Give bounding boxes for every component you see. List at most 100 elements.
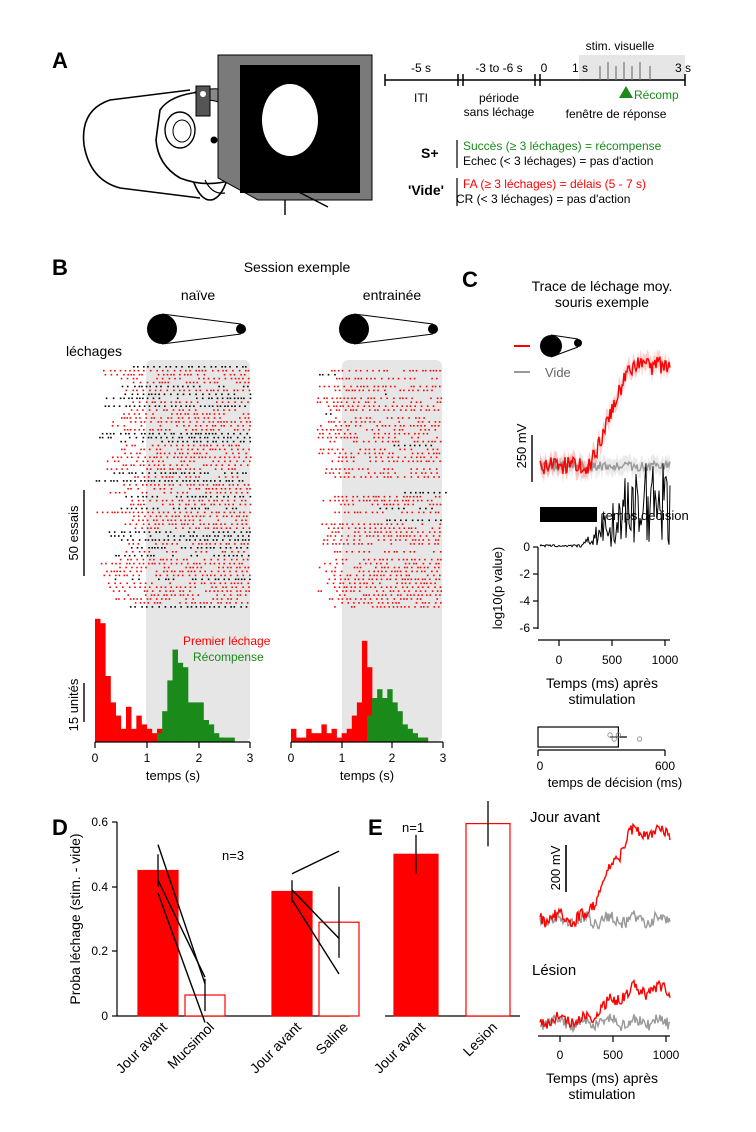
- lick-dot: [174, 606, 176, 608]
- lick-dot: [414, 578, 417, 581]
- lick-dot: [325, 570, 327, 573]
- lick-dot: [402, 586, 404, 588]
- lick-dot: [193, 405, 195, 407]
- lick-dot: [160, 468, 162, 470]
- lick-dot: [171, 543, 173, 545]
- lick-dot: [223, 578, 226, 581]
- lick-dot: [188, 436, 190, 439]
- lick-dot: [133, 405, 136, 407]
- lick-dot: [178, 515, 180, 518]
- lick-dot: [196, 440, 198, 443]
- lick-dot: [171, 476, 174, 478]
- lick-dot: [353, 566, 356, 569]
- first-lick-bar-3: [306, 728, 312, 742]
- lick-dot: [207, 472, 209, 474]
- lick-dot: [422, 539, 424, 541]
- lick-dot: [168, 377, 171, 380]
- lick-dot: [201, 578, 203, 581]
- lick-dot: [421, 452, 424, 455]
- lick-dot: [412, 389, 414, 392]
- lick-dot: [166, 369, 169, 372]
- lick-dot: [227, 393, 230, 396]
- lick-dot: [402, 535, 405, 537]
- lick-dot: [414, 539, 417, 541]
- lick-dot: [368, 535, 371, 537]
- lick-dot: [427, 566, 429, 569]
- lick-dot: [421, 594, 423, 596]
- lick-dot: [204, 570, 206, 573]
- lick-dot: [160, 472, 163, 474]
- lick-dot: [373, 432, 376, 435]
- lick-dot: [158, 397, 161, 400]
- lick-dot: [185, 456, 187, 459]
- lick-dot: [430, 582, 432, 585]
- lick-dot: [344, 511, 346, 514]
- lick-dot: [179, 602, 181, 604]
- lick-dot: [205, 543, 208, 545]
- lick-dot: [437, 425, 440, 427]
- lick-dot: [409, 594, 412, 596]
- lick-dot: [150, 484, 152, 486]
- lick-dot: [236, 566, 238, 569]
- lick-dot: [397, 503, 399, 506]
- lick-dot: [172, 507, 175, 510]
- lick-dot: [366, 499, 368, 502]
- lick-dot: [134, 606, 136, 608]
- lick-dot: [338, 432, 340, 435]
- reward-bar-24: [219, 737, 225, 742]
- lick-dot: [381, 594, 384, 596]
- lick-dot: [407, 503, 409, 506]
- lick-dot: [230, 606, 232, 608]
- lick-dot: [333, 539, 335, 541]
- lick-dot: [224, 582, 227, 585]
- lick-dot: [436, 570, 438, 573]
- lick-dot: [243, 373, 246, 376]
- lick-dot: [230, 491, 232, 494]
- lick-dot: [374, 409, 376, 411]
- lick-dot: [153, 594, 156, 596]
- lick-dot: [358, 527, 361, 529]
- lick-dot: [392, 503, 395, 506]
- lick-dot: [369, 531, 371, 533]
- lick-dot: [235, 570, 237, 573]
- lick-dot: [229, 594, 232, 596]
- lick-dot: [435, 539, 437, 541]
- lick-dot: [237, 535, 239, 537]
- lick-dot: [431, 385, 434, 388]
- lick-dot: [436, 397, 439, 400]
- lick-dot: [167, 519, 169, 522]
- lick-dot: [392, 452, 394, 455]
- lick-dot: [373, 448, 376, 451]
- lick-dot: [239, 511, 241, 514]
- lick-dot: [149, 369, 152, 372]
- first-lick-bar-7: [326, 733, 332, 742]
- lick-dot: [350, 421, 353, 423]
- lick-dot: [120, 440, 122, 443]
- lick-dot: [421, 472, 423, 474]
- lick-dot: [383, 574, 385, 577]
- lick-dot: [130, 409, 133, 411]
- lick-dot: [422, 440, 424, 443]
- lick-dot: [208, 421, 211, 423]
- lick-dot: [223, 373, 226, 376]
- lick-dot: [158, 531, 161, 533]
- lick-dot: [143, 602, 146, 604]
- lick-dot: [424, 429, 427, 431]
- lick-dot: [244, 566, 246, 569]
- lick-dot: [239, 495, 241, 498]
- lick-dot: [218, 413, 221, 415]
- lick-dot: [133, 432, 136, 435]
- lick-dot: [369, 417, 371, 419]
- lick-dot: [129, 429, 132, 431]
- lick-dot: [150, 436, 153, 439]
- lick-dot: [211, 511, 213, 514]
- lick-dot: [349, 582, 351, 585]
- lick-dot: [386, 523, 388, 525]
- lick-dot: [199, 405, 202, 407]
- lick-dot: [209, 515, 211, 518]
- reward-bar-13: [162, 711, 168, 742]
- lick-dot: [135, 507, 138, 510]
- lick-dot: [217, 590, 219, 592]
- lick-dot: [198, 385, 201, 388]
- lick-dot: [367, 472, 370, 474]
